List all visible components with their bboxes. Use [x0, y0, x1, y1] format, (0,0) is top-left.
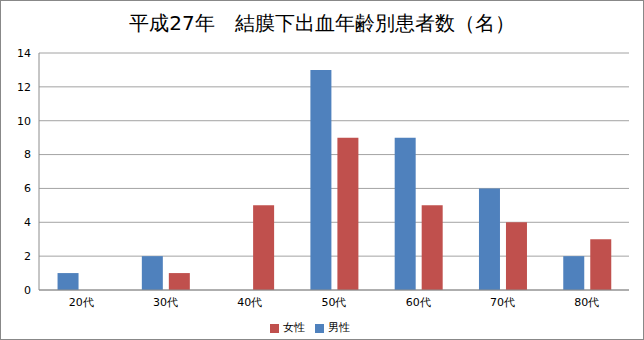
- svg-text:12: 12: [17, 81, 31, 94]
- svg-text:14: 14: [17, 47, 31, 60]
- svg-text:8: 8: [24, 148, 31, 161]
- svg-text:80代: 80代: [574, 296, 599, 309]
- html-text:平成27年 結膜下出血年齢別患者数（名）: 平成27年 結膜下出血年齢別患者数（名）: [129, 11, 515, 35]
- html-text:女性: 女性: [283, 321, 305, 334]
- svg-text:6: 6: [24, 182, 31, 195]
- svg-text:2: 2: [24, 250, 31, 263]
- svg-text:0: 0: [24, 284, 31, 297]
- svg-text:60代: 60代: [406, 296, 431, 309]
- svg-text:20代: 20代: [69, 296, 94, 309]
- svg-text:4: 4: [24, 216, 31, 229]
- svg-text:50代: 50代: [322, 296, 347, 309]
- svg-text:40代: 40代: [237, 296, 262, 309]
- html-text:男性: 男性: [328, 321, 350, 334]
- svg-text:10: 10: [17, 115, 31, 128]
- svg-text:30代: 30代: [153, 296, 178, 309]
- svg-text:70代: 70代: [490, 296, 515, 309]
